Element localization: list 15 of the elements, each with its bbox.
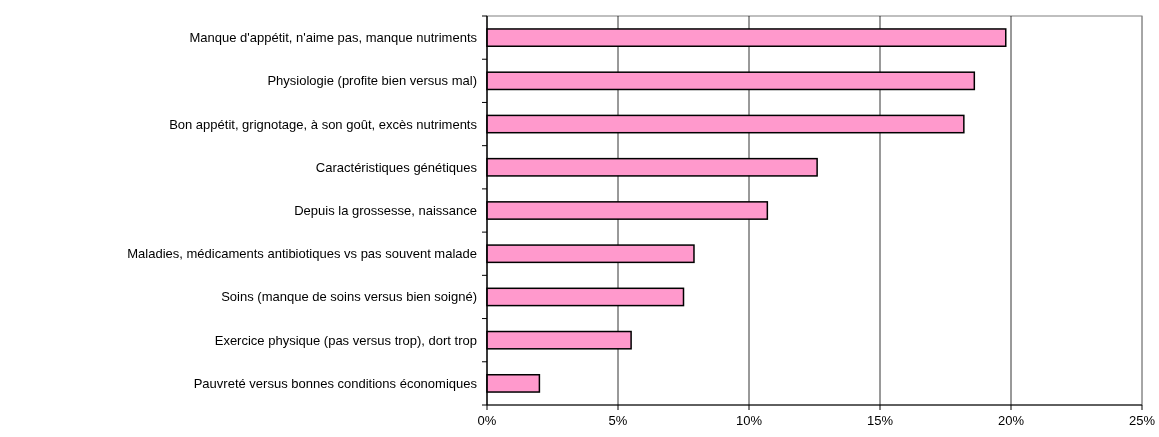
x-tick-label: 15%	[866, 413, 894, 428]
y-tick-label: Soins (manque de soins versus bien soigné)	[221, 289, 477, 305]
y-tick-label: Manque d'appétit, n'aime pas, manque nutriments	[189, 30, 478, 46]
x-tick-label: 0%	[477, 413, 497, 428]
y-tick-label: Exercice physique (pas versus trop), dort trop	[214, 332, 477, 348]
x-tick-label: 20%	[997, 413, 1025, 428]
x-tick-label: 10%	[735, 413, 763, 428]
x-tick-label: 5%	[608, 413, 628, 428]
y-tick-label: Maladies, médicaments antibiotiques vs pas souvent malade	[127, 246, 477, 262]
y-tick-label: Pauvreté versus bonnes conditions économiques	[193, 375, 478, 391]
y-tick-label: Depuis la grossesse, naissance	[294, 203, 477, 219]
y-tick-label: Bon appétit, grignotage, à son goût, excès nutriments	[169, 116, 478, 132]
y-tick-label: Physiologie (profite bien versus mal)	[267, 73, 477, 89]
y-tick-label: Caractéristiques génétiques	[315, 159, 478, 175]
x-tick-label: 25%	[1128, 413, 1156, 428]
